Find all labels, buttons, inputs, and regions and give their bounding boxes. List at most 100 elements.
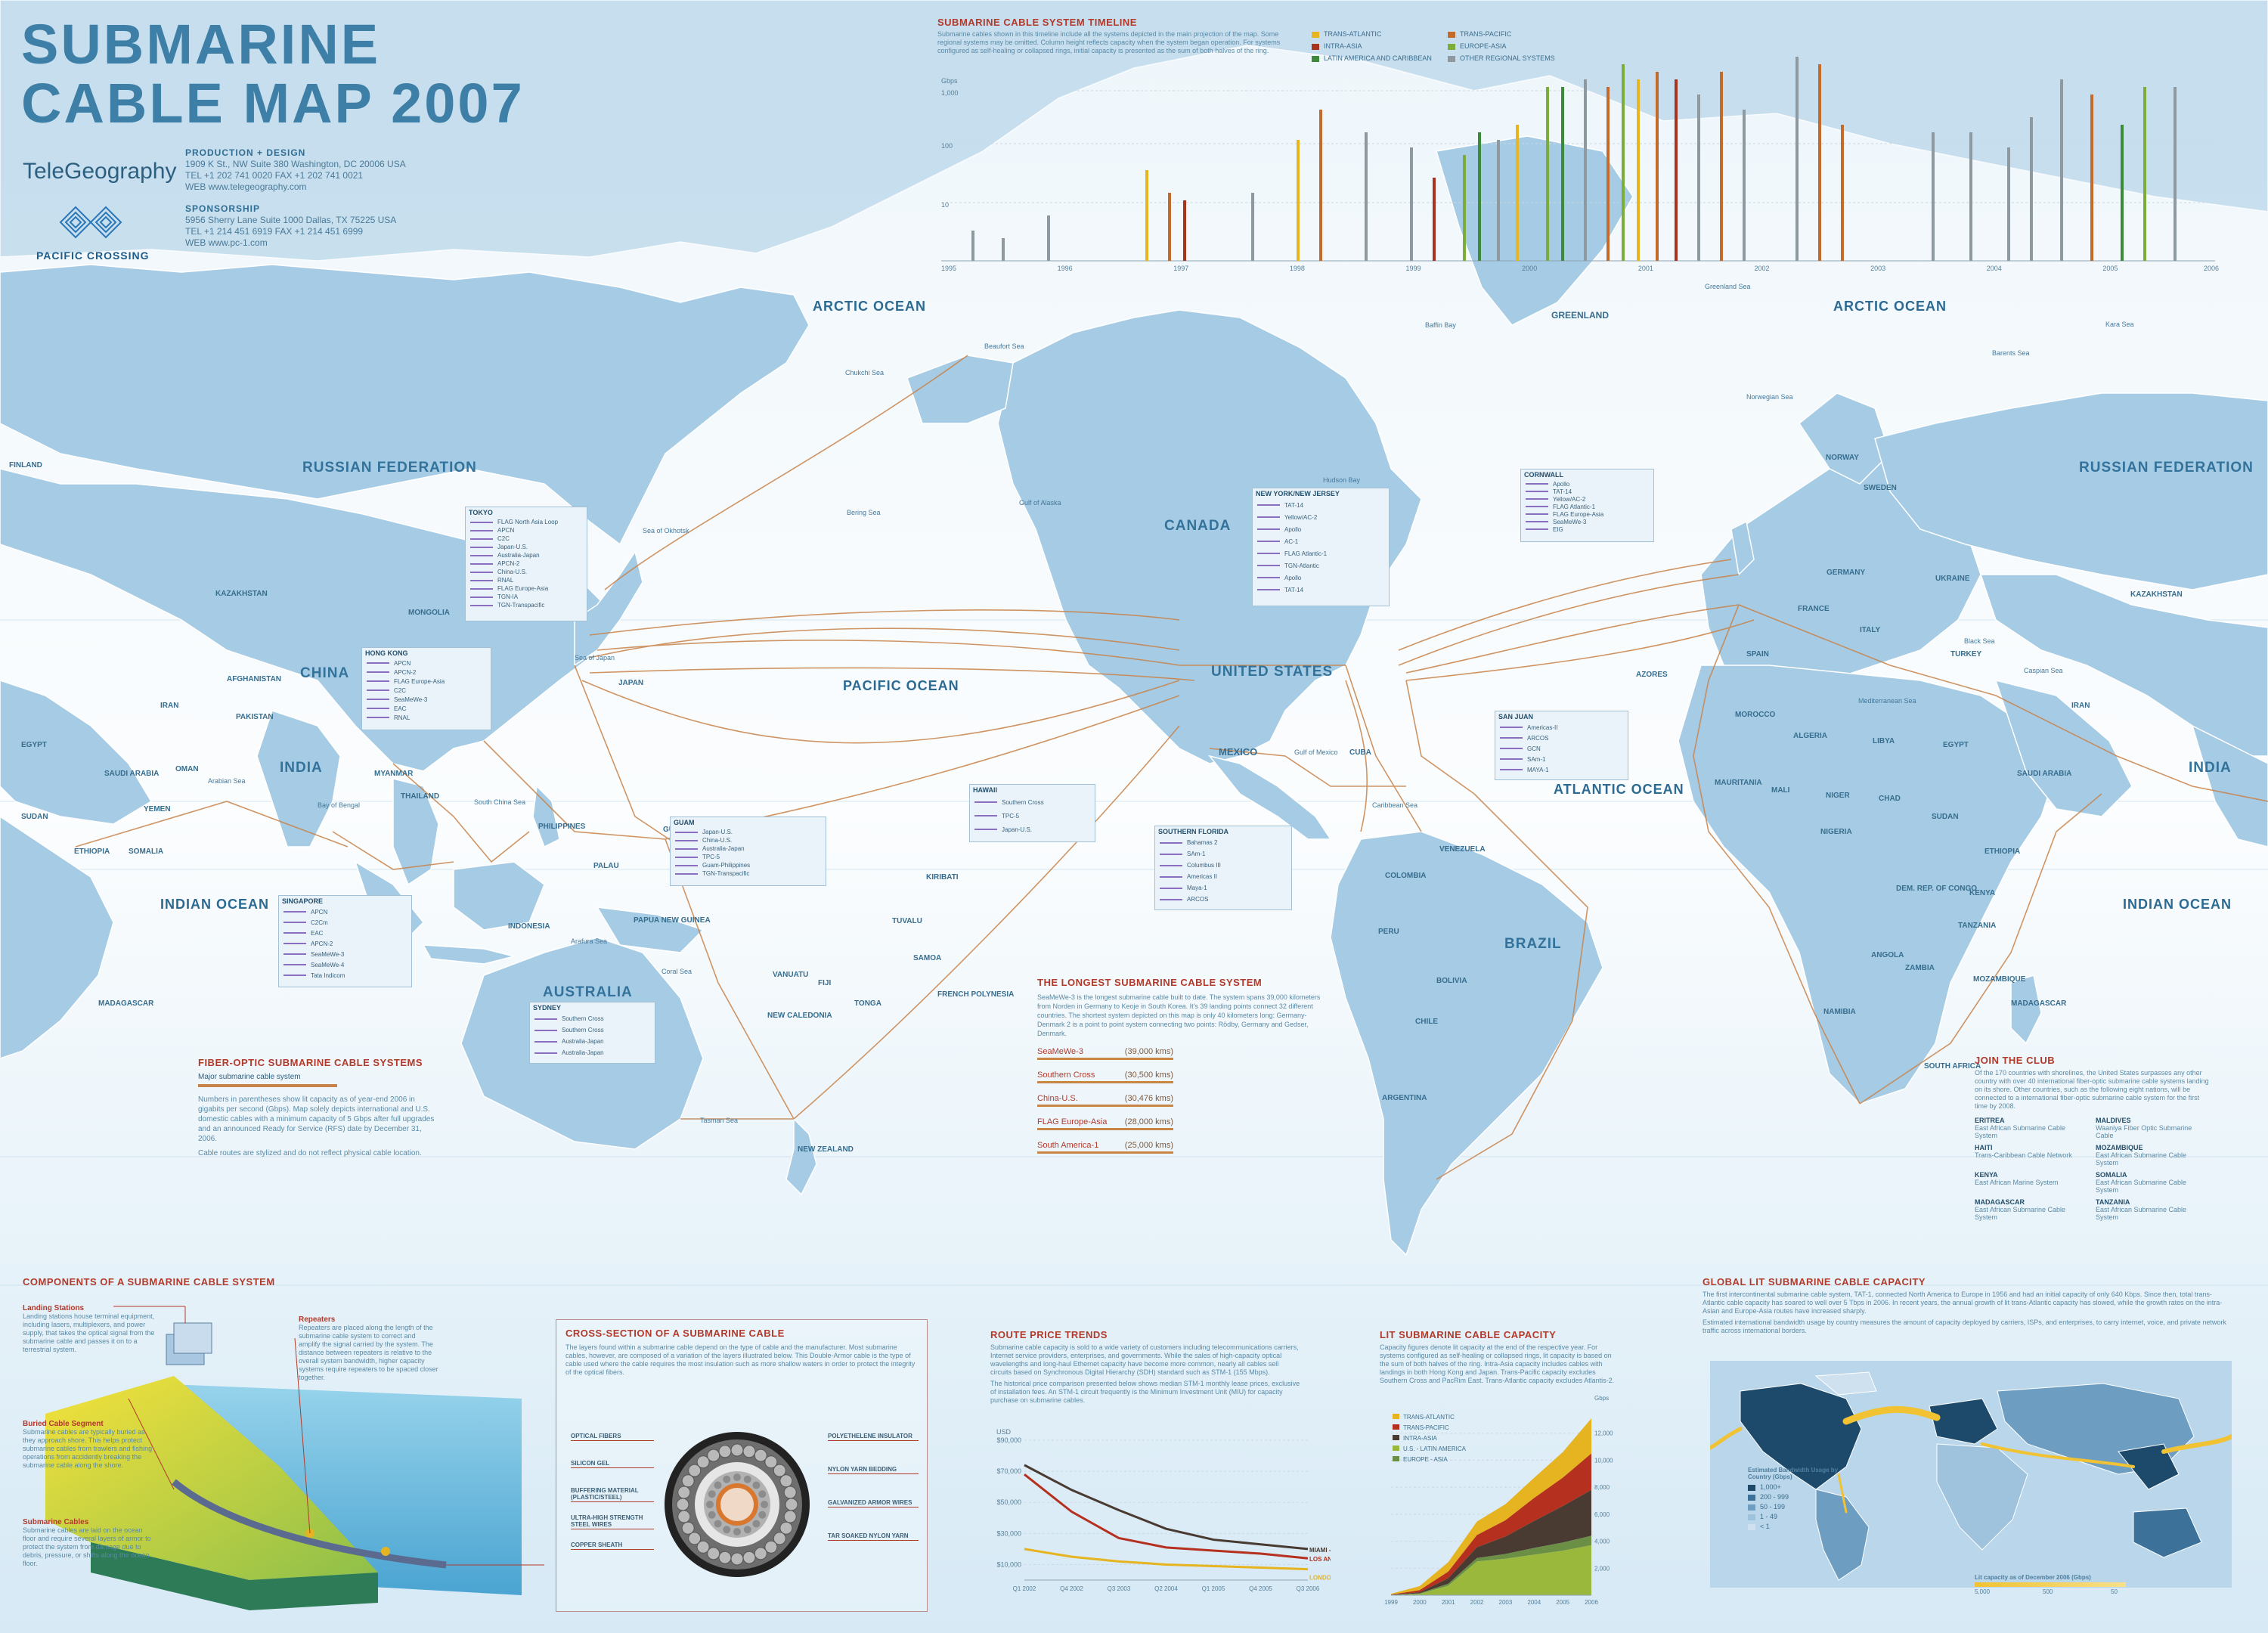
inset-row-label: Guam-Philippines (702, 862, 751, 869)
global-legend-item: 1,000+ (1748, 1483, 1854, 1491)
armor-wire (783, 1486, 797, 1499)
inset-line (1257, 516, 1280, 518)
inset-line (1526, 528, 1548, 530)
longest-km: (28,000 kms) (1124, 1117, 1173, 1126)
timeline-bar (1743, 110, 1746, 261)
russia-right (1874, 392, 2268, 590)
inset-row: FLAG Europe-Asia (367, 677, 486, 686)
country-label-kazakhstan_l: KAZAKHSTAN (215, 590, 268, 598)
inset-line (1526, 513, 1548, 515)
inset-rows: Southern Cross Southern Cross Australia-Ja… (530, 1013, 655, 1058)
global-scale: Lit capacity as of December 2006 (Gbps) … (1975, 1574, 2141, 1596)
inset-title: NEW YORK/NEW JERSEY (1256, 490, 1340, 497)
inset-row: Australia-Japan (470, 551, 582, 559)
steel-wire (706, 1501, 714, 1508)
lit-x-tick: 2005 (1556, 1599, 1569, 1606)
longest-name: South America-1 (1037, 1141, 1099, 1150)
inset-line (367, 662, 389, 664)
japan (574, 550, 643, 667)
inset-row-label: APCN-2 (497, 560, 520, 567)
armor-wire (773, 1464, 786, 1477)
cross-label-right: GALVANIZED ARMOR WIRES (828, 1499, 919, 1508)
scale-tick: 5,000 (1975, 1588, 1991, 1595)
timeline-bar (2121, 125, 2124, 261)
timeline-bar (1002, 238, 1005, 261)
country-label-saudi_l: SAUDI ARABIA (104, 770, 160, 778)
club-list: ERITREA East African Submarine Cable Syst… (1975, 1117, 2209, 1221)
timeline-bar (1841, 125, 1844, 261)
cross-label-left: COPPER SHEATH (571, 1542, 654, 1550)
lit-capacity-chart: 12,000 10,000 8,000 6,000 4,000 2,000 Gbps 1999… (1384, 1395, 1613, 1606)
longest-km: (25,000 kms) (1124, 1141, 1173, 1150)
sea-label-caribbean: Caribbean Sea (1372, 801, 1418, 809)
inset-row: Japan-U.S. (675, 828, 821, 836)
timeline-bar (1675, 79, 1678, 261)
inset-row: APCN-2 (367, 668, 486, 677)
global-legend: Estimated Bandwidth Usage by Country (Gb… (1748, 1467, 1854, 1532)
inset-row-label: FLAG North Asia Loop (497, 519, 559, 525)
lit-title: LIT SUBMARINE CABLE CAPACITY (1380, 1329, 1557, 1340)
inset-row: APCN (470, 526, 582, 535)
inset-row: APCN-2 (284, 938, 407, 949)
inset-row: Japan-U.S. (974, 823, 1090, 836)
timeline-bar (2143, 87, 2146, 261)
uk (1730, 520, 1755, 576)
timeline-bar (2060, 79, 2063, 261)
inset-row-label: Apollo (1284, 574, 1302, 581)
title-line-2: CABLE MAP 2007 (21, 72, 525, 135)
armor-wire (681, 1521, 695, 1535)
country-label-sweden: SWEDEN (1864, 484, 1897, 492)
club-item: TANZANIA East African Submarine Cable Sys… (2096, 1198, 2209, 1221)
inset-line (534, 1052, 557, 1054)
inset-row: Australia-Japan (534, 1036, 650, 1047)
armor-wire (785, 1498, 798, 1511)
timeline-year: 2004 (1986, 265, 2002, 272)
inset-line (470, 596, 493, 598)
longest-row: China-U.S. (30,476 kms) (1037, 1094, 1173, 1107)
steel-wire (708, 1490, 716, 1498)
inset-row-label: FLAG Atlantic-1 (1553, 503, 1596, 510)
inset-line (470, 579, 493, 581)
country-usa: UNITED STATES (1211, 664, 1334, 680)
inset-row-label: Tata Indicom (311, 971, 345, 979)
java (422, 944, 515, 965)
club-cable: East African Submarine Cable System (2096, 1151, 2187, 1167)
inset-rows: TAT-14 Yellow/AC-2 Apollo AC-1 FLAG Atlantic… (1253, 499, 1389, 596)
inset-row: RNAL (470, 576, 582, 584)
country-label-mongolia: MONGOLIA (408, 609, 450, 617)
steel-wire (752, 1481, 761, 1489)
country-label-yemen: YEMEN (144, 805, 171, 813)
global-legend-item: 200 - 999 (1748, 1493, 1854, 1501)
timeline-year: 1995 (941, 265, 957, 272)
timeline-bar (1622, 64, 1625, 261)
sea-label-mexico_gulf: Gulf of Mexico (1294, 748, 1338, 756)
route-x-tick: Q3 2003 (1108, 1585, 1131, 1592)
inset-row-label: MAYA-1 (1527, 766, 1549, 773)
inset-line (470, 554, 493, 556)
global-legend-title: Estimated Bandwidth Usage by Country (Gb… (1748, 1467, 1839, 1480)
legend-label: TRANS-PACIFIC (1460, 30, 1512, 38)
club-item: ERITREA East African Submarine Cable Syst… (1975, 1117, 2088, 1139)
sea-label-black: Black Sea (1964, 637, 1995, 645)
timeline-bar (1606, 87, 1610, 261)
country-label-papua: PAPUA NEW GUINEA (634, 916, 711, 925)
country-label-niger: NIGER (1826, 792, 1850, 800)
armor-wire (677, 1486, 691, 1499)
steel-wire (714, 1520, 722, 1528)
inset-line (367, 671, 389, 673)
cross-label-left: OPTICAL FIBERS (571, 1433, 654, 1441)
country-label-afghanistan: AFGHANISTAN (227, 675, 282, 683)
lit-legend-swatch (1393, 1446, 1399, 1451)
inset-row: GCN (1500, 743, 1623, 754)
inset-row-label: EAC (311, 929, 324, 937)
inset-row-label: Japan-U.S. (497, 544, 528, 550)
inset-row-label: SeaMeWe-3 (1553, 518, 1587, 525)
inset-row-label: SeaMeWe-3 (394, 696, 428, 703)
poster-title: SUBMARINE CABLE MAP 2007 (21, 15, 525, 133)
cross-label-right: POLYETHELENE INSULATOR (828, 1433, 919, 1441)
inset-row: EIG (1526, 525, 1649, 533)
inset-line (534, 1018, 557, 1020)
inset-row-label: TPC-5 (1002, 812, 1020, 820)
country-label-iran_l: IRAN (160, 702, 179, 710)
inset-row-label: ARCOS (1187, 896, 1209, 903)
